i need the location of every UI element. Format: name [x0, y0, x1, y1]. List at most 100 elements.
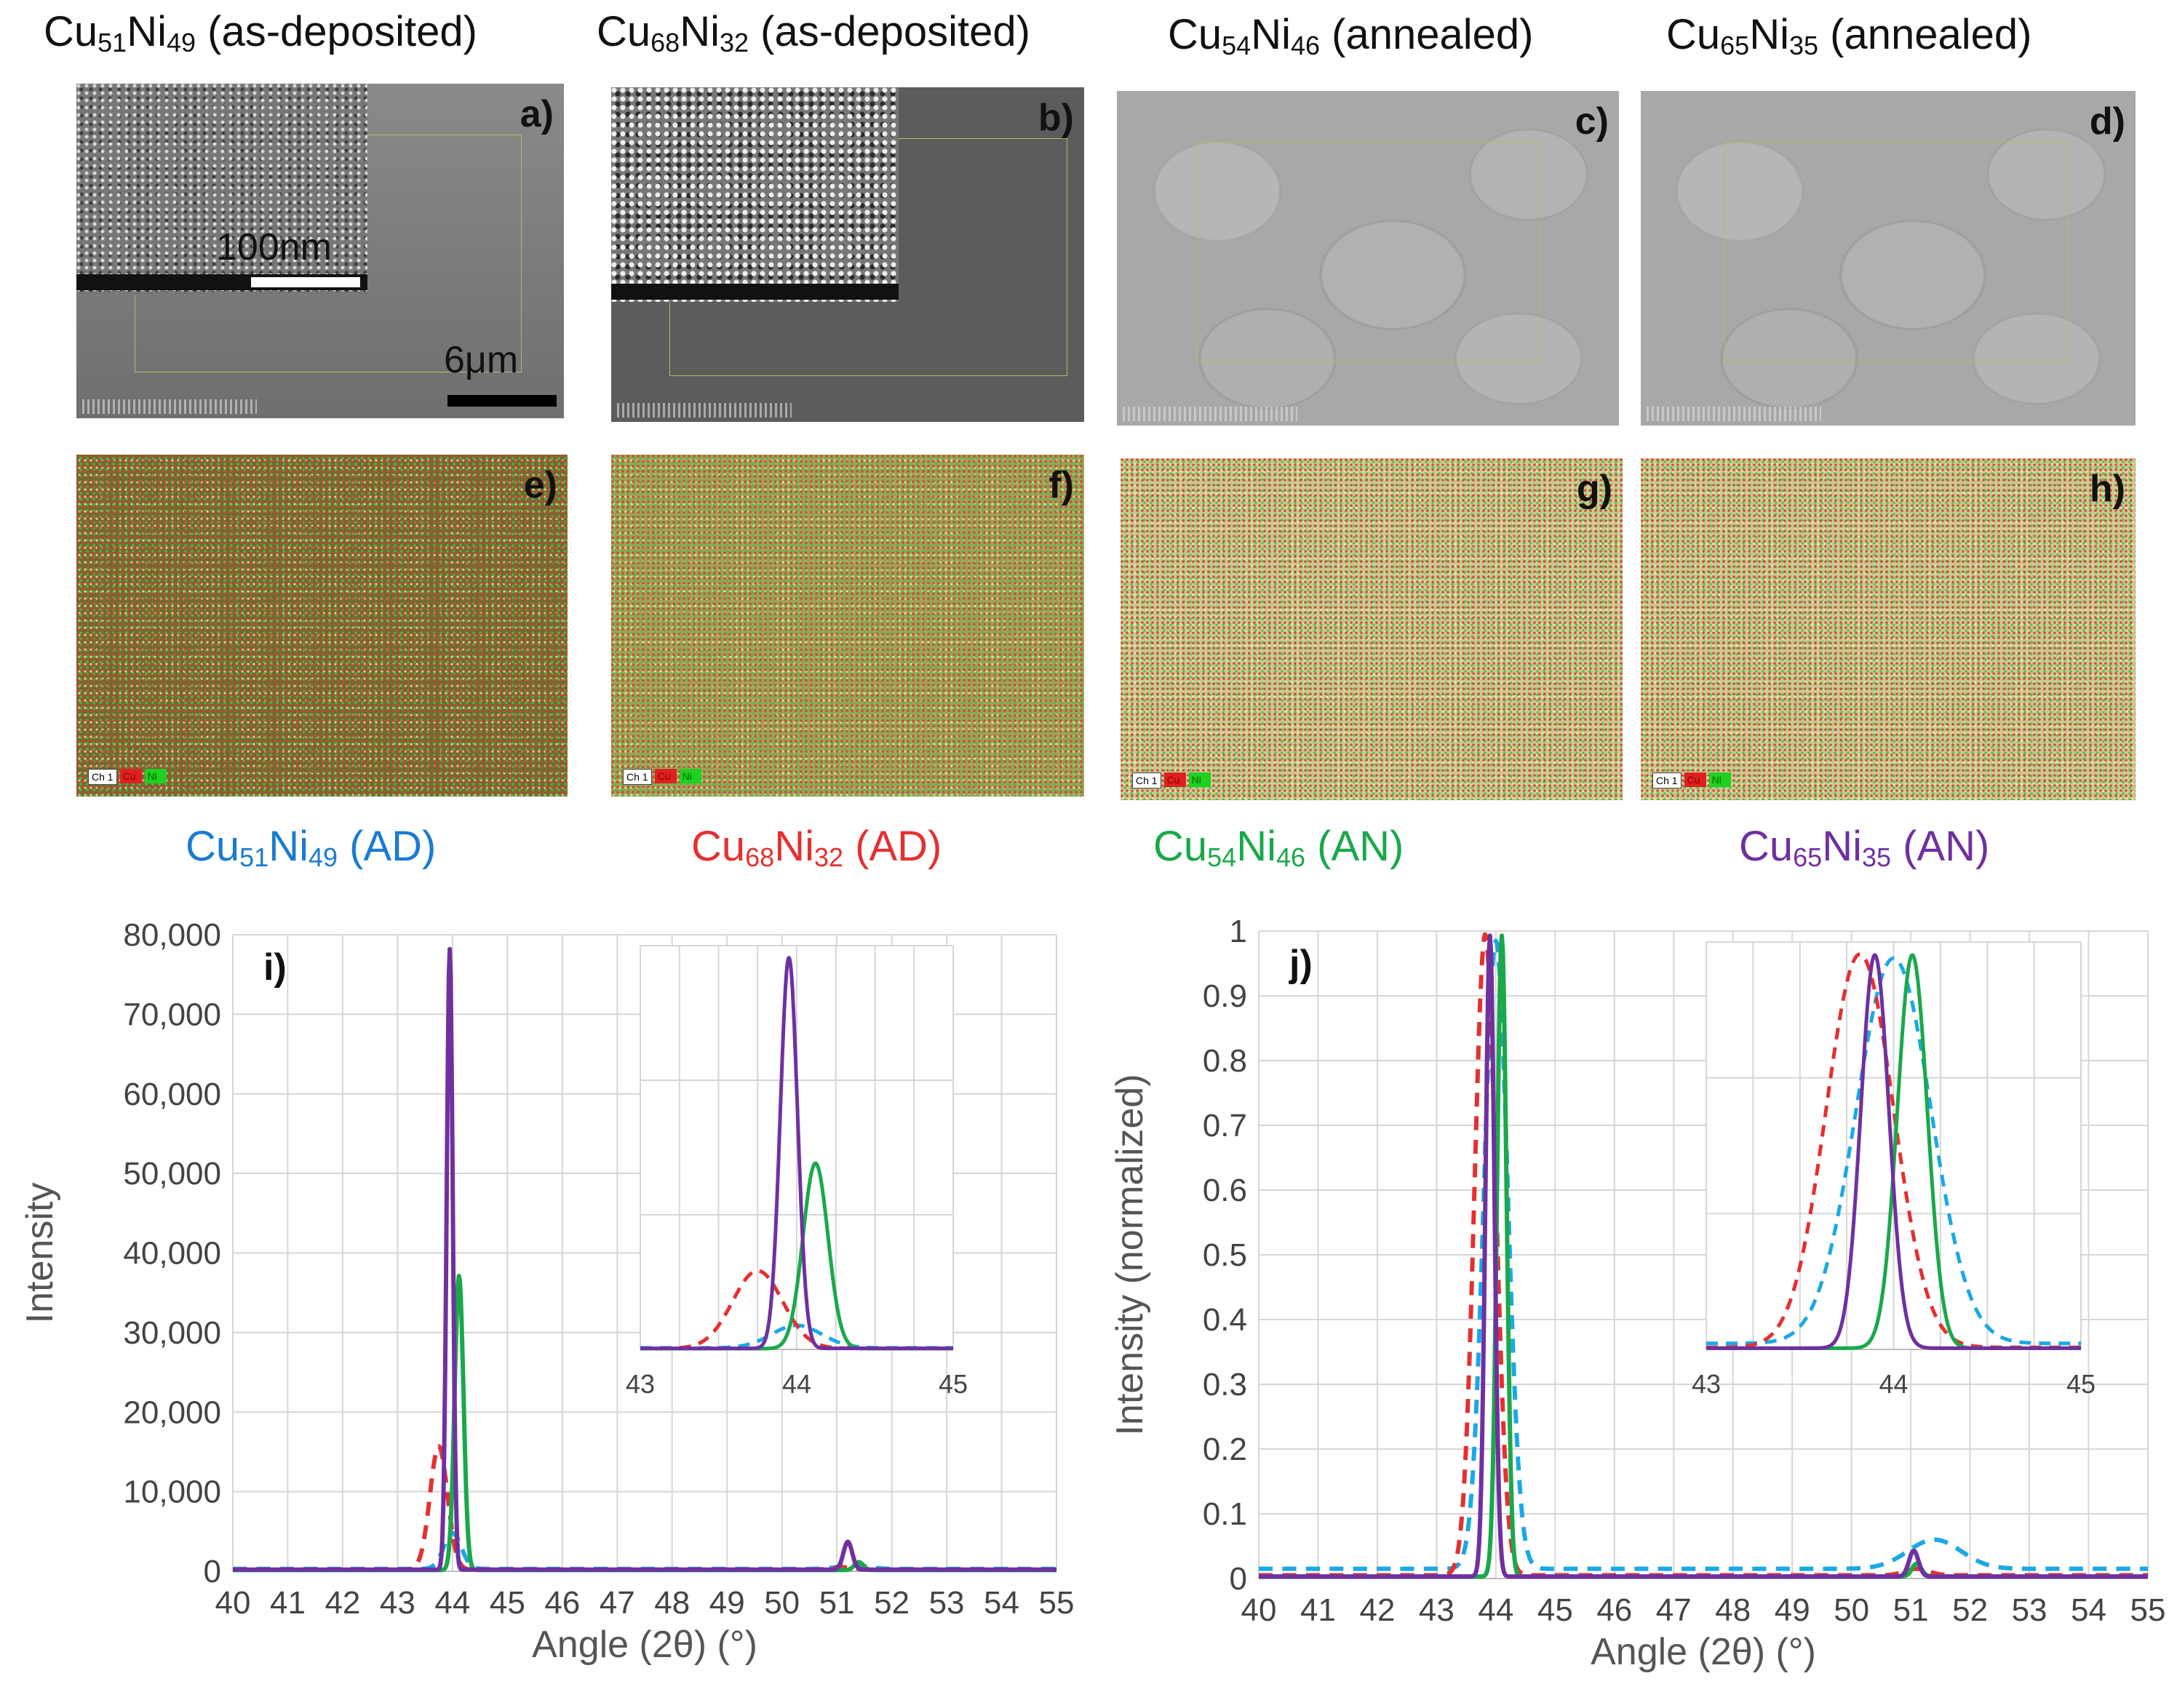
y-tick-label: 80,000 — [123, 917, 221, 953]
eds-legend-channel: Ch 1 — [1652, 773, 1681, 789]
eds-map-e: e) Ch 1 Cu Ni — [76, 455, 568, 797]
y-tick-label: 10,000 — [123, 1474, 221, 1510]
y-tick-label: 50,000 — [123, 1156, 221, 1192]
x-tick-label: 41 — [270, 1585, 306, 1621]
inset-x-tick-label: 44 — [782, 1369, 811, 1399]
eds-legend-cu: Cu — [1163, 773, 1186, 787]
x-tick-label: 53 — [929, 1585, 965, 1621]
y-tick-label: 0.5 — [1203, 1237, 1247, 1273]
x-tick-label: 43 — [1419, 1592, 1454, 1628]
x-axis-label: Angle (2θ) (°) — [532, 1624, 757, 1666]
x-tick-label: 40 — [1241, 1592, 1277, 1628]
y-tick-label: 30,000 — [123, 1315, 221, 1351]
inset-x-tick-label: 45 — [2066, 1369, 2096, 1399]
y-tick-label: 0.9 — [1203, 978, 1247, 1014]
x-tick-label: 48 — [1715, 1592, 1751, 1628]
x-tick-label: 46 — [1596, 1592, 1632, 1628]
x-tick-label: 53 — [2012, 1592, 2047, 1628]
inset-x-tick-label: 43 — [1692, 1369, 1721, 1399]
x-tick-label: 48 — [654, 1585, 690, 1621]
y-tick-label: 1 — [1230, 914, 1247, 949]
title-d: Cu65Ni35 (annealed) — [1666, 11, 2032, 60]
y-tick-label: 0.3 — [1203, 1367, 1247, 1402]
title-b: Cu68Ni32 (as-deposited) — [597, 8, 1030, 57]
x-tick-label: 49 — [709, 1585, 745, 1621]
eds-map-h: h) Ch 1 Cu Ni — [1641, 458, 2136, 800]
y-tick-label: 0 — [204, 1554, 221, 1589]
xrd-chart-i: 40 41 42 43 44 45 46 47 48 49 50 51 52 53 54 55 0 10,000 2… — [19, 917, 1075, 1666]
title-a: Cu51Ni49 (as-deposited) — [44, 8, 477, 57]
eds-legend-ni: Ni — [679, 769, 701, 783]
x-tick-label: 52 — [874, 1585, 910, 1621]
x-tick-label: 46 — [544, 1585, 580, 1621]
sem-footer — [82, 399, 257, 414]
scale-bar — [447, 395, 557, 407]
x-tick-label: 50 — [764, 1585, 800, 1621]
panel-letter-f: f) — [1048, 464, 1074, 506]
x-axis-label: Angle (2θ) (°) — [1591, 1631, 1816, 1673]
panel-letter-b: b) — [1038, 97, 1074, 139]
inset-x-tick-label: 45 — [939, 1369, 968, 1399]
title-c: Cu54Ni46 (annealed) — [1168, 11, 1534, 60]
sem-panel-d: d) — [1641, 91, 2136, 426]
sem-panel-a: 100nm a) 6μm — [76, 84, 564, 418]
eds-map-f: f) Ch 1 Cu Ni — [611, 455, 1084, 797]
sem-panel-b: b) — [611, 87, 1084, 422]
y-axis-label: Intensity — [19, 1183, 61, 1324]
panel-letter: j) — [1289, 943, 1313, 985]
x-tick-label: 40 — [215, 1585, 251, 1621]
eds-legend-channel: Ch 1 — [1132, 773, 1161, 789]
series-line-3 — [1257, 933, 2149, 1579]
x-tick-label: 42 — [1359, 1592, 1395, 1628]
panel-letter-g: g) — [1576, 468, 1612, 510]
y-axis-label: Intensity (normalized) — [1109, 1074, 1151, 1435]
x-tick-label: 41 — [1300, 1592, 1336, 1628]
inset-x-tick-label: 43 — [626, 1369, 655, 1399]
x-tick-label: 45 — [490, 1585, 525, 1621]
eds-legend-cu: Cu — [654, 769, 677, 783]
series-label-cu51ni49: Cu51Ni49 (AD) — [186, 823, 437, 872]
xrd-chart-j: 40 41 42 43 44 45 46 47 48 49 50 51 52 53 54 55 0 0.1 0.2 0… — [1109, 914, 2166, 1673]
eds-legend-channel: Ch 1 — [88, 769, 117, 785]
inset-scale-bar — [251, 277, 360, 287]
x-tick-label: 43 — [380, 1585, 415, 1621]
eds-legend-ni: Ni — [1708, 773, 1731, 787]
sem-footer — [1123, 407, 1297, 421]
inset-series-line-3 — [1705, 953, 2082, 1350]
x-tick-label: 55 — [2130, 1592, 2166, 1628]
series-label-cu68ni32: Cu68Ni32 (AD) — [691, 823, 942, 872]
sem-inset-a — [76, 84, 367, 295]
panel-letter: i) — [263, 946, 287, 989]
x-tick-label: 42 — [325, 1585, 360, 1621]
x-tick-label: 51 — [1893, 1592, 1929, 1628]
panel-letter-h: h) — [2089, 468, 2125, 510]
x-tick-label: 44 — [434, 1585, 470, 1621]
panel-letter-d: d) — [2089, 100, 2125, 143]
x-tick-label: 55 — [1039, 1585, 1075, 1621]
inset-series-line-0 — [1705, 956, 2082, 1346]
panel-letter-c: c) — [1575, 100, 1609, 143]
x-tick-label: 54 — [2071, 1592, 2106, 1628]
x-tick-label: 47 — [1656, 1592, 1692, 1628]
series-line-0 — [231, 1531, 1058, 1571]
x-tick-label: 44 — [1478, 1592, 1513, 1628]
eds-legend: Ch 1 Cu Ni — [1652, 773, 1731, 789]
x-tick-label: 47 — [600, 1585, 635, 1621]
y-tick-label: 0.6 — [1203, 1173, 1247, 1208]
x-tick-label: 52 — [1952, 1592, 1988, 1628]
y-tick-label: 0.2 — [1203, 1432, 1247, 1467]
eds-legend: Ch 1 Cu Ni — [1132, 773, 1211, 789]
x-tick-label: 45 — [1537, 1592, 1573, 1628]
x-tick-label: 51 — [819, 1585, 855, 1621]
sem-footer — [617, 403, 792, 418]
y-tick-label: 0.7 — [1203, 1108, 1247, 1144]
series-line-0 — [1257, 938, 2149, 1571]
series-line-1 — [231, 1444, 1058, 1572]
y-tick-label: 40,000 — [123, 1236, 221, 1272]
eds-legend-cu: Cu — [1684, 773, 1706, 787]
y-tick-label: 0.4 — [1203, 1302, 1247, 1338]
eds-legend-channel: Ch 1 — [623, 769, 652, 785]
series-line-3 — [231, 946, 1058, 1572]
y-tick-label: 20,000 — [123, 1394, 221, 1430]
x-tick-label: 54 — [984, 1585, 1019, 1621]
